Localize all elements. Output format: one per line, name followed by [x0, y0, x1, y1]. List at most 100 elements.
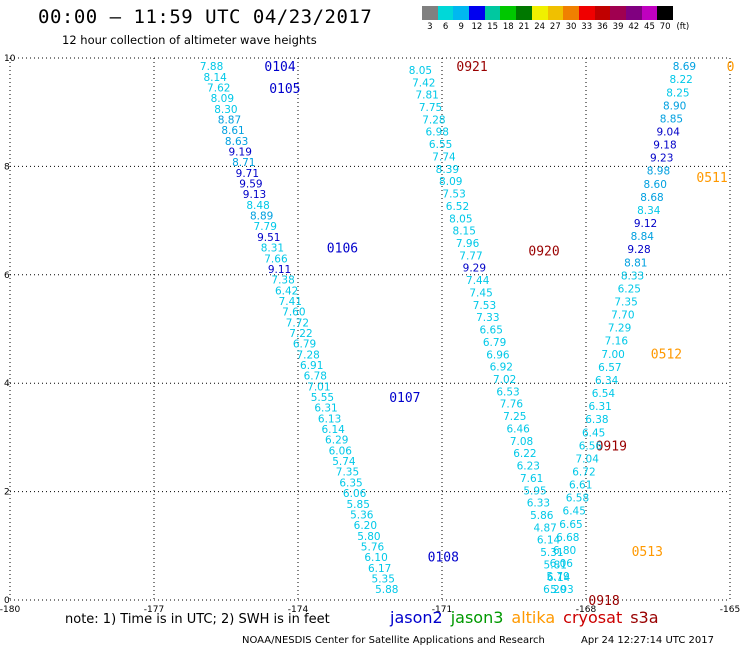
swh-value-label: 7.45 — [469, 287, 492, 299]
swh-value-label: 6.25 — [618, 283, 641, 295]
swh-value-label: 5.31 — [540, 547, 563, 559]
legend-s3a: s3a — [630, 608, 659, 627]
swh-value-label: 5.55 — [311, 392, 334, 404]
swh-value-label: 6.68 — [556, 532, 579, 544]
color-scale-label: 15 — [487, 22, 498, 32]
swh-value-label: 7.77 — [459, 250, 482, 262]
color-scale-swatch — [563, 6, 579, 20]
swh-value-label: 5.76 — [361, 541, 385, 553]
x-tick-label: -177 — [144, 605, 164, 615]
swh-value-label: 9.59 — [239, 179, 262, 191]
swh-value-label: 8.22 — [669, 74, 692, 86]
swh-value-label: 8.05 — [409, 65, 432, 77]
swh-value-label: 9.18 — [653, 140, 676, 152]
swh-value-label: 7.33 — [476, 312, 499, 324]
color-scale-label: 45 — [644, 22, 655, 32]
color-scale-labels: 3 6 9 12 15 18 21 24 27 30 33 36 39 42 45 70 (ft) — [422, 22, 691, 32]
legend-jason2: jason2 — [390, 608, 443, 627]
color-scale-swatch — [657, 6, 673, 20]
swh-value-label: 8.61 — [221, 125, 244, 137]
swh-value-label: 6.91 — [300, 360, 323, 372]
color-scale-label: 27 — [549, 22, 561, 32]
swh-value-label: 7.41 — [279, 296, 302, 308]
color-scale-label: 39 — [612, 22, 624, 32]
swh-value-label: 6.45 — [563, 506, 586, 518]
swh-value-label: 6.65 — [480, 325, 503, 337]
color-scale-swatch — [516, 6, 532, 20]
pass-time-label: 0108 — [428, 551, 459, 566]
footer-credit: NOAA/NESDIS Center for Satellite Applica… — [242, 635, 545, 646]
swh-value-label: 7.53 — [473, 300, 496, 312]
swh-value-label: 5.85 — [347, 499, 370, 511]
swh-value-label: 6.96 — [486, 349, 510, 361]
y-tick-label: 8 — [4, 162, 10, 172]
swh-value-label: 5.79 — [546, 571, 569, 583]
color-scale-swatch — [625, 6, 642, 20]
swh-value-label: 5.88 — [375, 584, 398, 596]
swh-value-label: 7.29 — [608, 323, 631, 335]
swh-value-label: 8.81 — [624, 257, 647, 269]
y-tick-label: 0 — [4, 596, 10, 606]
swh-value-label: 9.13 — [243, 189, 266, 201]
swh-value-label: 9.71 — [236, 168, 259, 180]
swh-value-label: 7.01 — [307, 381, 330, 393]
swh-value-label: 7.66 — [264, 253, 288, 265]
note-text: note: 1) Time is in UTC; 2) SWH is in fe… — [65, 612, 330, 627]
swh-value-label: 8.25 — [666, 87, 689, 99]
color-scale-swatch — [484, 6, 501, 20]
swh-value-label: 7.35 — [336, 467, 359, 479]
swh-value-label: 5.93 — [550, 584, 573, 596]
y-tick-label: 10 — [4, 54, 16, 64]
swh-value-label: 8.34 — [637, 205, 661, 217]
swh-value-label: 5.86 — [530, 510, 554, 522]
swh-value-label: 6.79 — [483, 337, 506, 349]
swh-value-label: 9.19 — [229, 147, 252, 159]
swh-value-label: 8.98 — [647, 166, 670, 178]
x-tick-label: -168 — [576, 605, 597, 615]
swh-value-label: 8.71 — [232, 157, 255, 169]
swh-value-label: 6.33 — [527, 498, 550, 510]
swh-value-label: 6.17 — [368, 563, 391, 575]
color-scale-label: 33 — [581, 22, 593, 32]
swh-value-label: 6.06 — [329, 445, 353, 457]
pass-time-label: 0511 — [696, 171, 727, 186]
swh-value-label: 7.60 — [282, 307, 305, 319]
swh-value-label: 7.25 — [503, 411, 526, 423]
swh-value-label: 6.78 — [304, 371, 327, 383]
swh-value-label: 7.74 — [432, 151, 456, 163]
swh-value-label: 6.10 — [364, 552, 387, 564]
swh-value-label: 6.06 — [343, 488, 367, 500]
swh-value-label: 9.23 — [650, 153, 673, 165]
swh-value-label: 6.20 — [354, 520, 377, 532]
swh-value-label: 6.23 — [517, 461, 540, 473]
color-scale-label: 12 — [471, 22, 483, 32]
swh-value-label: 7.16 — [605, 336, 629, 348]
swh-value-label: 7.62 — [207, 82, 230, 94]
swh-value-label: 6.42 — [275, 285, 298, 297]
swh-value-label: 6.14 — [321, 424, 345, 436]
swh-value-label: 8.14 — [203, 72, 227, 84]
swh-value-label: 6.20 — [543, 584, 566, 596]
color-scale-label: 42 — [628, 22, 640, 32]
color-scale-swatch — [437, 6, 454, 20]
color-scale-label: 9 — [458, 22, 464, 32]
swh-value-label: 7.44 — [466, 275, 490, 287]
swh-value-label: 5.80 — [357, 531, 380, 543]
swh-value-label: 5.74 — [332, 456, 356, 468]
color-scale-swatch — [500, 6, 517, 20]
swh-value-label: 7.08 — [510, 436, 533, 448]
swh-value-label: 6.52 — [446, 201, 469, 213]
swh-value-label: 7.04 — [576, 453, 600, 465]
swh-value-label: 6.55 — [429, 139, 452, 151]
swh-value-label: 7.38 — [271, 275, 294, 287]
swh-value-label: 5.35 — [372, 573, 395, 585]
swh-value-label: 7.88 — [200, 61, 223, 73]
swh-value-label: 6.29 — [325, 435, 348, 447]
swh-value-label: 7.28 — [422, 114, 445, 126]
swh-value-label: 6.56 — [579, 440, 603, 452]
color-scale-swatch — [610, 6, 626, 20]
y-tick-label: 6 — [4, 271, 10, 281]
color-scale-label: 21 — [518, 22, 530, 32]
swh-value-label: 7.28 — [296, 349, 319, 361]
